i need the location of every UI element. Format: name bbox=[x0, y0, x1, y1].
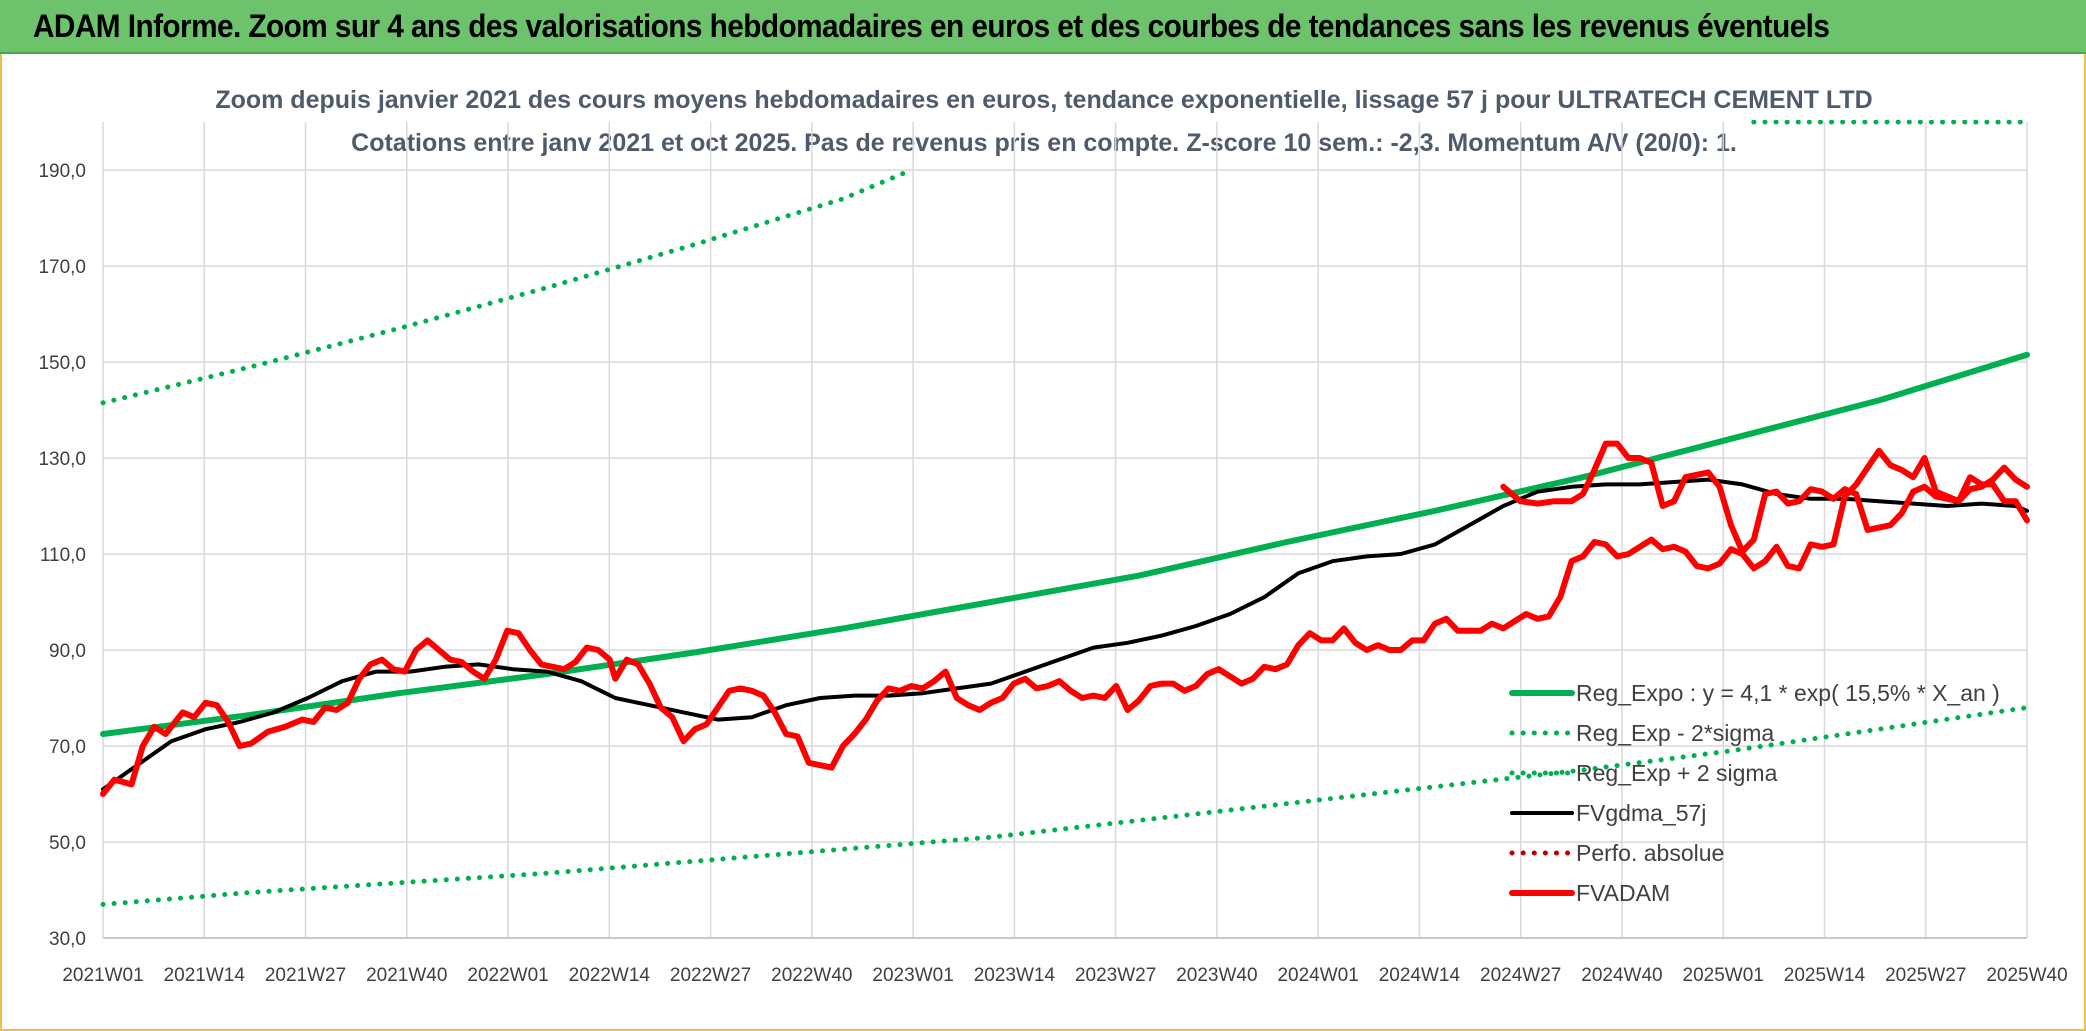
x-tick-label: 2023W27 bbox=[1075, 965, 1156, 986]
x-tick-label: 2024W14 bbox=[1379, 965, 1461, 986]
legend-label: Reg_Exp - 2*sigma bbox=[1576, 720, 1774, 746]
y-tick-label: 130,0 bbox=[38, 449, 86, 470]
legend: Reg_Expo : y = 4,1 * exp( 15,5% * X_an )… bbox=[1509, 680, 2000, 906]
x-tick-label: 2021W14 bbox=[164, 965, 246, 986]
legend-label: FVADAM bbox=[1576, 880, 1670, 906]
series-line-2 bbox=[100, 167, 914, 406]
x-tick-label: 2021W40 bbox=[366, 965, 447, 986]
x-tick-label: 2023W01 bbox=[872, 965, 953, 986]
y-tick-label: 90,0 bbox=[49, 641, 86, 662]
series-line-0 bbox=[100, 351, 2030, 737]
y-tick-label: 150,0 bbox=[38, 353, 86, 374]
x-tick-label: 2025W27 bbox=[1885, 965, 1966, 986]
x-tick-label: 2025W40 bbox=[1986, 965, 2067, 986]
y-tick-labels: 30,0 50,0 70,0 90,0 110,0 130,0 150,0 170,0 190,… bbox=[38, 161, 86, 950]
x-tick-label: 2023W40 bbox=[1176, 965, 1257, 986]
x-tick-label: 2025W01 bbox=[1683, 965, 1764, 986]
legend-label: FVgdma_57j bbox=[1576, 800, 1706, 826]
x-tick-label: 2021W01 bbox=[62, 965, 143, 986]
grid bbox=[102, 122, 2028, 939]
x-tick-label: 2022W01 bbox=[467, 965, 548, 986]
x-tick-label: 2025W14 bbox=[1784, 965, 1866, 986]
x-tick-label: 2024W40 bbox=[1581, 965, 1662, 986]
legend-label: Reg_Exp + 2 sigma bbox=[1576, 760, 1778, 786]
chart-frame bbox=[0, 54, 2086, 1031]
y-tick-label: 170,0 bbox=[38, 257, 86, 278]
x-tick-label: 2021W27 bbox=[265, 965, 346, 986]
banner: ADAM Informe. Zoom sur 4 ans des valoris… bbox=[0, 0, 2086, 54]
x-tick-label: 2023W14 bbox=[974, 965, 1056, 986]
legend-label: Reg_Expo : y = 4,1 * exp( 15,5% * X_an ) bbox=[1576, 680, 2000, 706]
series-lines bbox=[100, 120, 2030, 907]
chart-subtitle: Cotations entre janv 2021 et oct 2025. P… bbox=[351, 129, 1737, 157]
x-tick-label: 2022W40 bbox=[771, 965, 852, 986]
series-line-1 bbox=[100, 705, 2030, 907]
series-line-5 bbox=[100, 447, 2030, 797]
y-tick-label: 30,0 bbox=[49, 929, 86, 950]
y-tick-label: 70,0 bbox=[49, 737, 86, 758]
series-line-3 bbox=[101, 477, 2029, 792]
legend-label: Perfo. absolue bbox=[1576, 840, 1724, 866]
series-line-fvadam-tail bbox=[1500, 440, 2030, 555]
banner-title: ADAM Informe. Zoom sur 4 ans des valoris… bbox=[33, 8, 1830, 44]
x-tick-label: 2022W14 bbox=[569, 965, 651, 986]
x-tick-label: 2024W27 bbox=[1480, 965, 1561, 986]
x-tick-labels: 2021W01 2021W14 2021W27 2021W40 2022W01 2022W… bbox=[62, 965, 2067, 986]
y-tick-label: 110,0 bbox=[40, 545, 86, 566]
x-tick-label: 2022W27 bbox=[670, 965, 751, 986]
y-tick-label: 190,0 bbox=[38, 161, 86, 182]
y-tick-label: 50,0 bbox=[49, 833, 86, 854]
x-tick-label: 2024W01 bbox=[1277, 965, 1358, 986]
chart-title: Zoom depuis janvier 2021 des cours moyen… bbox=[215, 86, 1872, 114]
